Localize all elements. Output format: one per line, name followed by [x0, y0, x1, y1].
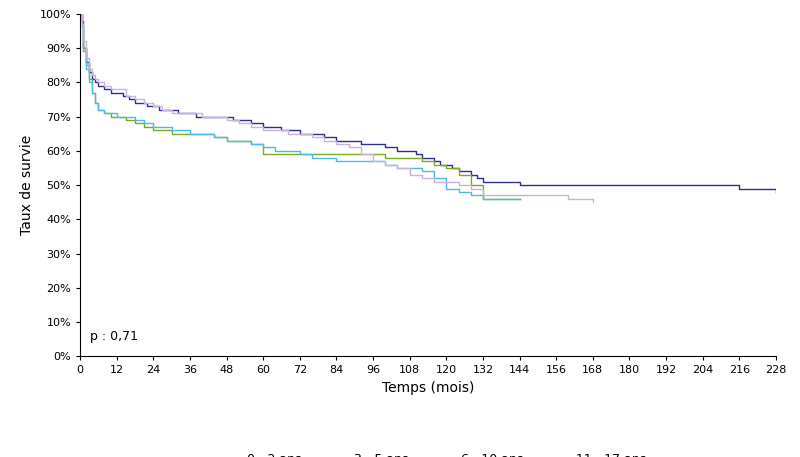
Text: p : 0,71: p : 0,71: [90, 330, 138, 343]
Y-axis label: Taux de survie: Taux de survie: [20, 135, 34, 235]
Legend: 0 - 2 ans, 3 - 5 ans, 6 - 10 ans, 11 - 17 ans: 0 - 2 ans, 3 - 5 ans, 6 - 10 ans, 11 - 1…: [205, 448, 651, 457]
X-axis label: Temps (mois): Temps (mois): [382, 381, 474, 395]
